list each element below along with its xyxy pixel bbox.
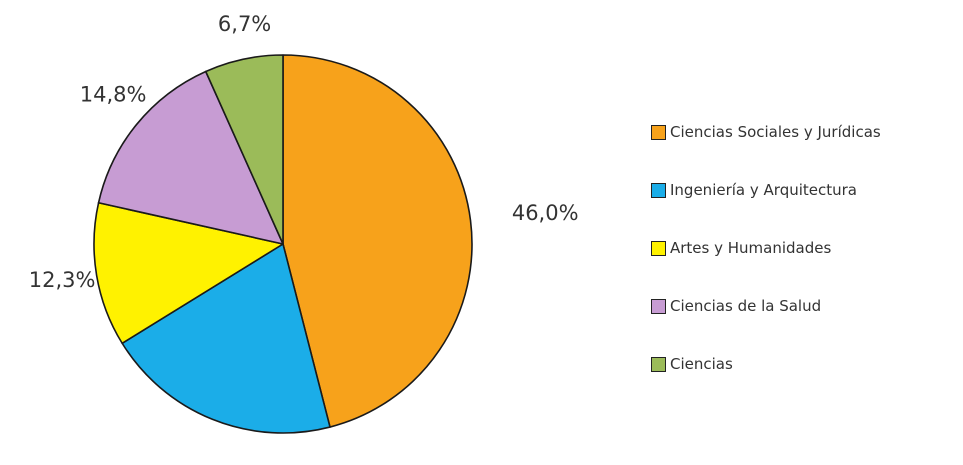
legend-swatch (651, 240, 666, 256)
pie-value-labels: 46,0% 20,2% 12,3% 14,8% 6,7% (29, 12, 579, 465)
pie-value-label-artes-y-humanidades: 12,3% (29, 268, 96, 292)
legend-item-ingenieria-y-arquitectura: Ingeniería y Arquitectura (651, 161, 881, 219)
legend-item-ciencias-sociales-y-juridicas: Ciencias Sociales y Jurídicas (651, 103, 881, 161)
pie-value-label-ciencias: 6,7% (218, 12, 271, 36)
pie-value-label-ciencias-de-la-salud: 14,8% (80, 83, 147, 107)
chart-legend: Ciencias Sociales y Jurídicas Ingeniería … (651, 103, 881, 393)
legend-label: Ciencias (670, 355, 733, 373)
legend-label: Ciencias de la Salud (670, 297, 822, 315)
pie-slice-artes-y-humanidades (93, 201, 284, 345)
legend-label: Ciencias Sociales y Jurídicas (670, 123, 881, 141)
legend-item-artes-y-humanidades: Artes y Humanidades (651, 219, 881, 277)
legend-label: Ingeniería y Arquitectura (670, 181, 857, 199)
pie-value-label-ciencias-sociales-y-juridicas: 46,0% (512, 201, 579, 225)
pie-slice-ciencias-de-la-salud (97, 70, 284, 245)
legend-item-ciencias: Ciencias (651, 335, 881, 393)
legend-swatch (651, 298, 666, 314)
legend-item-ciencias-de-la-salud: Ciencias de la Salud (651, 277, 881, 335)
legend-swatch (651, 356, 666, 372)
pie-slice-ciencias (204, 54, 284, 245)
legend-swatch (651, 124, 666, 140)
pie-value-label-ingenieria-y-arquitectura: 20,2% (137, 464, 204, 465)
pie-slice-ciencias-sociales-y-juridicas (282, 54, 473, 428)
pie-slices (93, 54, 473, 434)
pie-slice-ingenieria-y-arquitectura (121, 243, 331, 434)
legend-swatch (651, 182, 666, 198)
legend-label: Artes y Humanidades (670, 239, 832, 257)
